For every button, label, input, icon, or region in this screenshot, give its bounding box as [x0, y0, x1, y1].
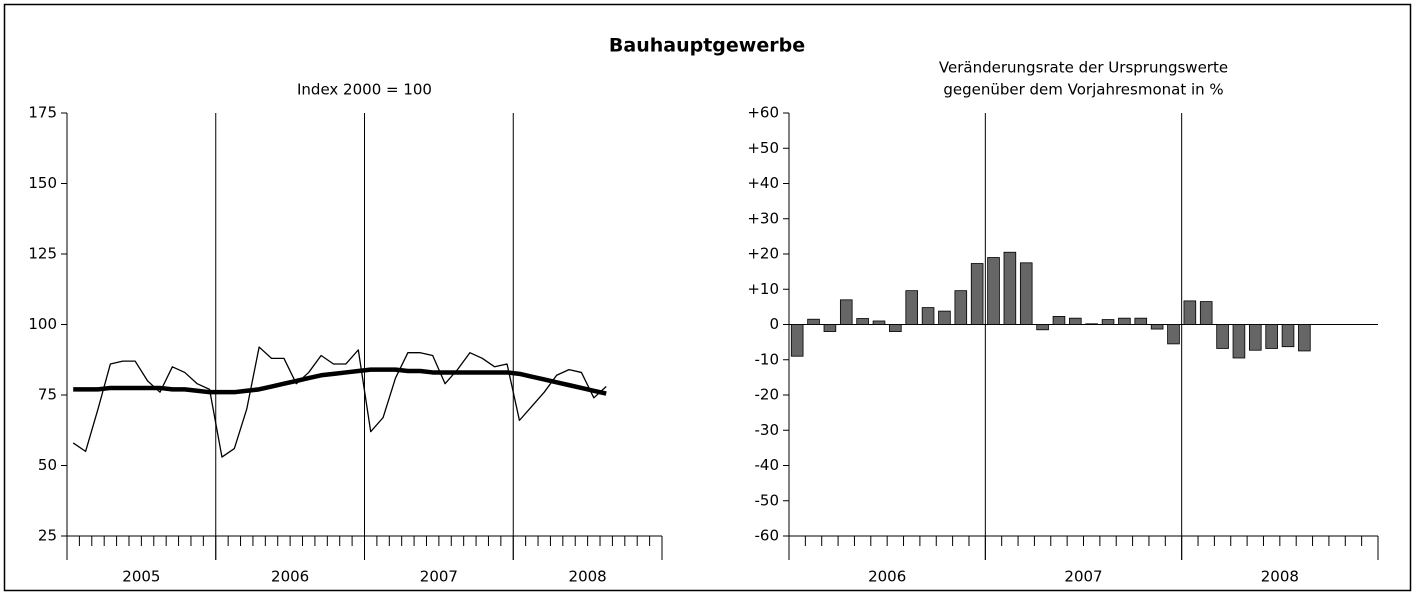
bar	[1085, 323, 1098, 325]
bar	[1265, 324, 1278, 349]
bar	[1298, 324, 1311, 352]
bar	[1199, 301, 1213, 325]
bar	[1118, 317, 1131, 325]
y-tick-label: +10	[747, 280, 779, 298]
frame	[3, 3, 1412, 592]
bar	[1069, 317, 1082, 325]
y-tick-label: -30	[755, 421, 780, 439]
bar	[1216, 324, 1229, 349]
bar	[872, 320, 886, 325]
y-tick-label: -40	[755, 456, 780, 474]
x-tick-label: 2007	[1064, 568, 1102, 586]
y-tick-label: -10	[755, 350, 780, 368]
x-tick-label: 2007	[420, 568, 458, 586]
chart-subtitle: Veränderungsrate der Ursprungswerte	[939, 59, 1228, 77]
bar	[954, 290, 968, 325]
y-tick-label: -20	[755, 386, 780, 404]
bar	[1036, 324, 1049, 331]
bar	[1003, 251, 1017, 325]
bar	[1232, 324, 1246, 359]
series-line	[72, 346, 607, 458]
y-tick-label: +30	[747, 209, 779, 227]
y-tick-label: -60	[755, 527, 780, 545]
bar	[807, 318, 820, 325]
y-tick-label: 0	[769, 315, 779, 333]
x-tick-label: 2006	[868, 568, 906, 586]
chart-subtitle: Index 2000 = 100	[297, 81, 432, 99]
bar	[1183, 300, 1197, 325]
chart-title: Bauhauptgewerbe	[609, 35, 805, 57]
bar	[1150, 324, 1164, 330]
bar	[856, 318, 869, 325]
y-tick-label: +50	[747, 139, 779, 157]
y-tick-label: 125	[28, 245, 57, 263]
bar	[1167, 324, 1180, 345]
bar	[938, 310, 951, 325]
bar	[1052, 315, 1066, 325]
y-tick-label: -50	[755, 491, 780, 509]
bar	[839, 299, 853, 325]
y-tick-label: 75	[38, 386, 57, 404]
bar	[987, 257, 1000, 325]
bar	[1019, 262, 1033, 325]
x-tick-label: 2008	[569, 568, 607, 586]
bar	[1281, 324, 1295, 348]
x-tick-label: 2006	[271, 568, 309, 586]
y-tick-label: +60	[747, 104, 779, 122]
x-tick-label: 2008	[1261, 568, 1299, 586]
bar	[921, 307, 935, 325]
bar	[970, 263, 984, 325]
y-tick-label: 175	[28, 104, 57, 122]
y-tick-label: 50	[38, 456, 57, 474]
y-tick-label: 100	[28, 315, 57, 333]
y-tick-label: +40	[747, 174, 779, 192]
bar	[790, 324, 804, 357]
bar	[889, 324, 902, 332]
chart-subtitle: gegenüber dem Vorjahresmonat in %	[943, 81, 1223, 99]
x-tick-label: 2005	[122, 568, 160, 586]
bar	[823, 324, 837, 332]
bar	[905, 290, 918, 325]
y-tick-label: 25	[38, 527, 57, 545]
bar	[1249, 324, 1262, 351]
y-tick-label: 150	[28, 174, 57, 192]
bar	[1134, 317, 1148, 325]
series-line	[73, 367, 607, 396]
y-tick-label: +20	[747, 245, 779, 263]
bar	[1101, 319, 1115, 325]
